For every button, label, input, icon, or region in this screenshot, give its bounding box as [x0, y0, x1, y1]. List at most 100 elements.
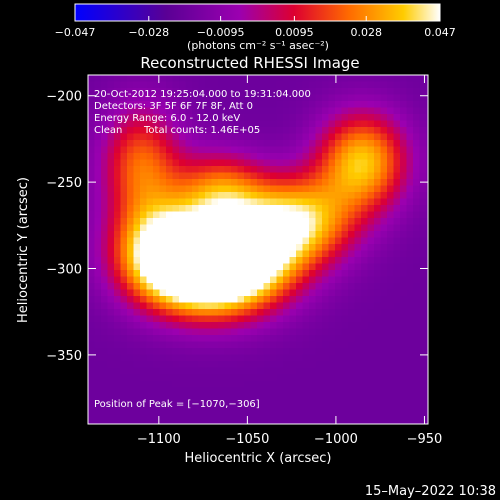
heatmap-cell: [276, 341, 284, 349]
heatmap-cell: [250, 387, 258, 394]
heatmap-cell: [172, 114, 180, 121]
heatmap-cell: [289, 322, 297, 329]
heatmap-cell: [413, 107, 420, 115]
heatmap-cell: [224, 341, 232, 349]
heatmap-cell: [127, 114, 134, 121]
heatmap-cell: [218, 198, 225, 206]
heatmap-cell: [153, 101, 160, 108]
heatmap-cell: [94, 380, 102, 388]
heatmap-cell: [140, 218, 147, 225]
heatmap-cell: [159, 140, 167, 147]
heatmap-cell: [107, 146, 115, 154]
heatmap-cell: [322, 393, 329, 401]
heatmap-cell: [341, 205, 349, 212]
heatmap-cell: [354, 140, 362, 147]
heatmap-cell: [140, 81, 147, 89]
heatmap-cell: [94, 322, 102, 329]
heatmap-cell: [322, 322, 329, 329]
heatmap-cell: [380, 179, 388, 186]
heatmap-cell: [120, 380, 128, 388]
heatmap-cell: [146, 94, 154, 102]
heatmap-cell: [315, 393, 323, 401]
heatmap-cell: [361, 101, 368, 108]
heatmap-cell: [328, 146, 336, 154]
heatmap-cell: [419, 224, 427, 232]
heatmap-cell: [250, 114, 258, 121]
heatmap-cell: [94, 94, 102, 102]
heatmap-cell: [88, 296, 95, 303]
heatmap-cell: [374, 270, 381, 277]
heatmap-cell: [146, 81, 154, 89]
heatmap-cell: [354, 192, 362, 199]
heatmap-cell: [322, 296, 329, 303]
heatmap-cell: [374, 101, 381, 108]
heatmap-cell: [179, 153, 186, 160]
heatmap-cell: [237, 75, 245, 82]
heatmap-cell: [172, 133, 180, 141]
heatmap-cell: [406, 296, 414, 303]
heatmap-cell: [283, 328, 290, 336]
heatmap-cell: [192, 140, 199, 147]
heatmap-cell: [120, 107, 128, 115]
heatmap-cell: [361, 335, 368, 342]
heatmap-cell: [315, 322, 323, 329]
heatmap-cell: [270, 374, 277, 381]
heatmap-cell: [413, 419, 420, 424]
heatmap-cell: [205, 354, 212, 362]
heatmap-cell: [153, 114, 160, 121]
heatmap-cell: [179, 133, 186, 141]
heatmap-cell: [257, 159, 264, 167]
heatmap-cell: [94, 296, 102, 303]
heatmap-cell: [244, 185, 251, 193]
heatmap-cell: [322, 361, 329, 368]
heatmap-cell: [120, 413, 128, 420]
heatmap-cell: [419, 419, 427, 424]
heatmap-cell: [283, 88, 290, 95]
heatmap-cell: [322, 413, 329, 420]
heatmap-cell: [400, 296, 407, 303]
heatmap-cell: [309, 250, 316, 258]
heatmap-cell: [179, 211, 186, 219]
heatmap-cell: [211, 348, 219, 355]
heatmap-cell: [127, 140, 134, 147]
heatmap-cell: [218, 101, 225, 108]
heatmap-cell: [179, 374, 186, 381]
heatmap-cell: [218, 211, 225, 219]
heatmap-cell: [335, 88, 342, 95]
heatmap-cell: [367, 270, 375, 277]
heatmap-cell: [367, 387, 375, 394]
heatmap-cell: [88, 276, 95, 284]
heatmap-cell: [127, 296, 134, 303]
heatmap-cell: [328, 81, 336, 89]
heatmap-cell: [426, 192, 428, 199]
heatmap-cell: [393, 101, 401, 108]
heatmap-cell: [172, 75, 180, 82]
heatmap-cell: [289, 413, 297, 420]
heatmap-cell: [270, 94, 277, 102]
heatmap-cell: [127, 367, 134, 375]
heatmap-cell: [276, 257, 284, 264]
heatmap-cell: [322, 218, 329, 225]
heatmap-cell: [296, 159, 303, 167]
heatmap-cell: [419, 172, 427, 180]
heatmap-cell: [94, 101, 102, 108]
heatmap-cell: [114, 257, 121, 264]
heatmap-cell: [198, 224, 206, 232]
heatmap-cell: [192, 114, 199, 121]
heatmap-cell: [192, 159, 199, 167]
heatmap-cell: [335, 361, 342, 368]
heatmap-cell: [296, 94, 303, 102]
heatmap-cell: [250, 127, 258, 134]
heatmap-cell: [101, 380, 108, 388]
heatmap-cell: [354, 250, 362, 258]
heatmap-cell: [426, 88, 428, 95]
heatmap-cell: [244, 335, 251, 342]
heatmap-cell: [315, 387, 323, 394]
heatmap-cell: [257, 166, 264, 173]
heatmap-cell: [348, 140, 355, 147]
heatmap-cell: [309, 101, 316, 108]
heatmap-cell: [250, 354, 258, 362]
heatmap-cell: [348, 348, 355, 355]
heatmap-cell: [205, 283, 212, 290]
heatmap-cell: [348, 120, 355, 128]
